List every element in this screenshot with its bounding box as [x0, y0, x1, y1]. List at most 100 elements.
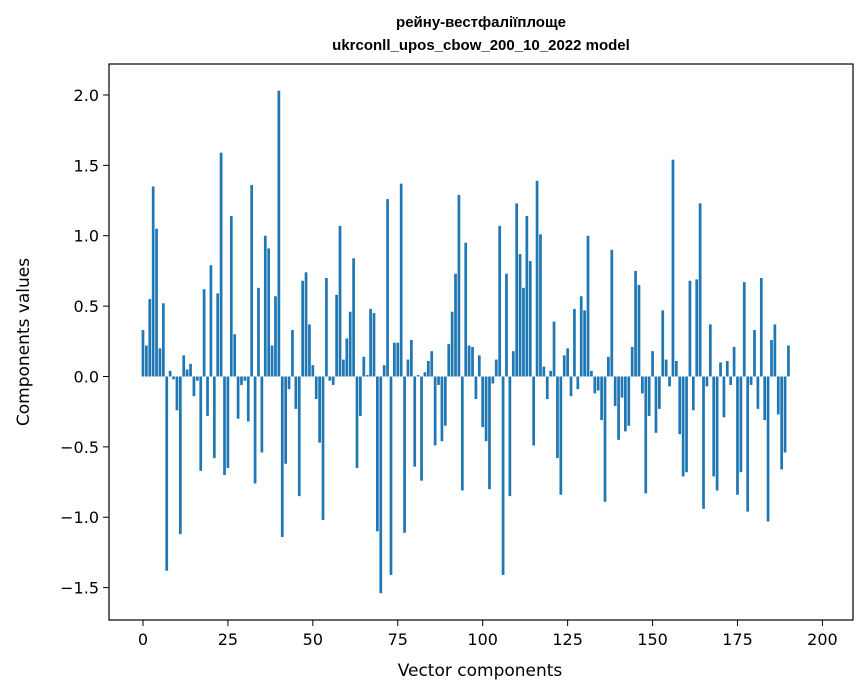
bar-102	[488, 376, 491, 490]
bar-48	[304, 272, 308, 377]
bar-96	[467, 345, 471, 377]
y-tick-label-3: 0.0	[74, 367, 99, 386]
bar-179	[749, 376, 753, 385]
bar-32	[250, 185, 254, 377]
bar-90	[447, 344, 451, 377]
bar-147	[641, 376, 644, 394]
bar-141	[620, 376, 624, 398]
bar-92	[454, 273, 457, 377]
bar-152	[658, 376, 661, 409]
bar-59	[342, 359, 345, 377]
bar-112	[522, 287, 525, 377]
bar-139	[613, 376, 617, 407]
bar-2	[148, 299, 152, 377]
x-tick-label-5: 125	[552, 630, 583, 649]
bar-93	[457, 194, 461, 377]
bar-129	[579, 296, 583, 377]
bar-168	[712, 376, 716, 477]
bar-186	[773, 324, 777, 377]
bar-158	[678, 376, 682, 435]
bar-38	[270, 345, 274, 377]
bar-189	[783, 376, 787, 453]
bar-23	[219, 152, 223, 377]
bar-67	[369, 308, 372, 377]
bar-0	[141, 330, 145, 377]
bar-89	[443, 376, 447, 426]
bar-165	[702, 376, 705, 509]
bar-72	[386, 199, 389, 377]
bar-182	[759, 277, 763, 377]
bar-128	[576, 376, 580, 390]
bar-163	[695, 279, 699, 377]
bar-36	[263, 235, 267, 377]
bar-150	[651, 351, 654, 377]
x-tick-label-1: 25	[218, 630, 238, 649]
chart-title-line-1: рейну-вестфаліїплоще	[396, 14, 566, 31]
bar-160	[685, 376, 688, 473]
bar-175	[736, 376, 739, 495]
bar-144	[630, 346, 634, 377]
bar-178	[746, 376, 750, 512]
bar-63	[355, 376, 359, 468]
bar-140	[617, 376, 620, 440]
bar-149	[647, 376, 651, 416]
bar-111	[518, 254, 522, 377]
bar-65	[362, 356, 366, 377]
bar-27	[233, 334, 237, 377]
bar-10	[175, 376, 179, 411]
bar-107	[505, 273, 508, 377]
bar-39	[274, 296, 277, 377]
bar-114	[528, 261, 532, 377]
bar-154	[664, 359, 668, 377]
y-tick-label-7: 2.0	[74, 86, 99, 105]
bar-94	[460, 376, 464, 491]
bar-122	[556, 376, 559, 459]
bar-50	[311, 365, 315, 377]
bar-49	[308, 324, 311, 377]
bar-54	[325, 277, 328, 377]
bar-60	[345, 338, 349, 377]
bar-64	[359, 376, 362, 416]
bar-171	[722, 376, 726, 418]
bar-42	[284, 376, 288, 464]
bar-40	[277, 90, 281, 377]
bar-9	[172, 376, 175, 380]
bar-3	[151, 186, 155, 377]
bar-11	[178, 376, 182, 535]
bar-76	[399, 183, 403, 377]
bar-173	[729, 376, 733, 385]
bar-81	[416, 375, 420, 377]
bar-62	[352, 258, 355, 377]
bar-190	[787, 345, 790, 377]
bar-45	[294, 376, 298, 409]
bar-86	[433, 376, 437, 446]
bar-34	[257, 287, 260, 377]
bar-85	[430, 351, 434, 377]
bar-172	[725, 361, 729, 377]
bar-181	[756, 376, 760, 409]
bar-99	[477, 355, 481, 377]
bar-4	[155, 228, 158, 377]
bar-156	[671, 159, 675, 377]
bar-116	[535, 180, 539, 377]
bar-15	[192, 376, 196, 397]
bar-117	[539, 234, 542, 377]
bar-21	[212, 376, 216, 459]
bar-151	[654, 376, 658, 433]
bar-53	[321, 376, 325, 521]
bar-83	[423, 372, 427, 377]
bar-136	[603, 376, 607, 502]
bar-169	[715, 376, 719, 491]
bar-113	[525, 216, 529, 377]
bar-78	[406, 359, 410, 377]
bar-16	[195, 376, 199, 381]
bar-91	[450, 311, 454, 377]
bar-66	[365, 375, 369, 377]
bar-110	[515, 203, 519, 377]
bar-118	[542, 366, 546, 377]
bar-153	[661, 310, 665, 377]
bar-138	[610, 249, 614, 377]
bar-61	[348, 311, 352, 377]
bar-188	[780, 376, 784, 470]
